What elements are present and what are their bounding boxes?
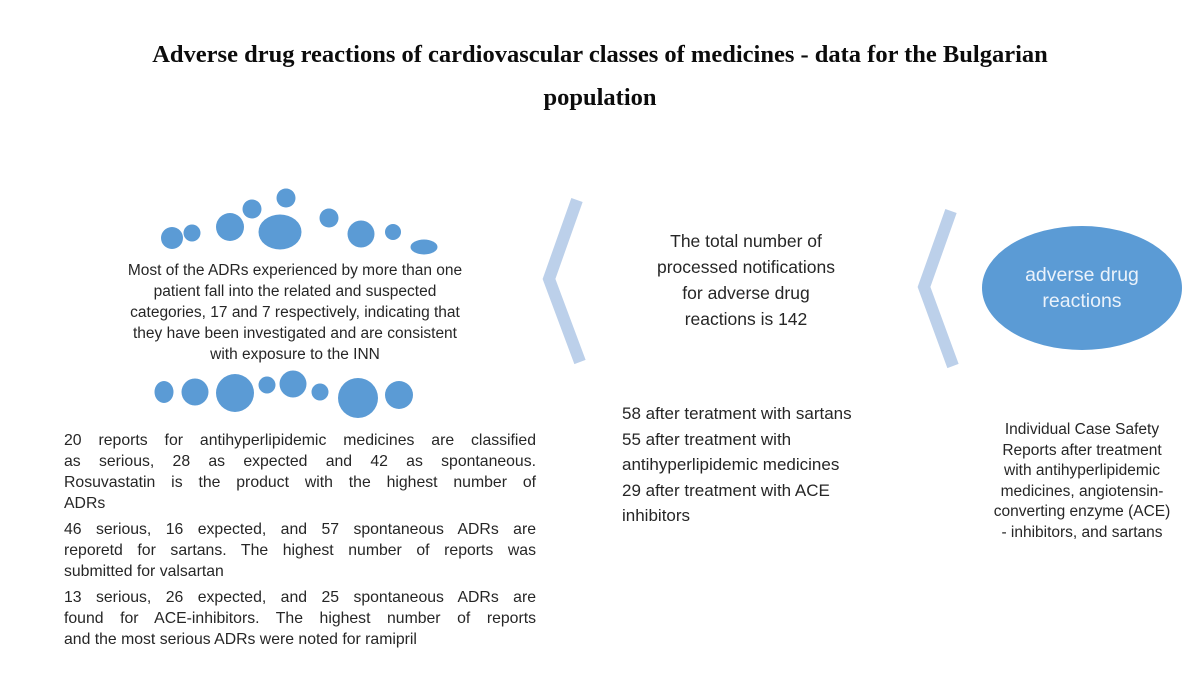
paragraph-line: found for ACE-inhibitors. The highest nu…	[64, 610, 536, 627]
icsr-description: Individual Case Safety Reports after tre…	[993, 421, 1171, 541]
paragraph-line: submitted for valsartan	[64, 563, 224, 580]
treatment-count-item: 29 after treatment with ACE inhibitors	[622, 480, 830, 526]
chevron-right-icon	[917, 208, 959, 369]
treatment-count-item: 58 after teratment with sartans	[622, 404, 852, 423]
total-notifications-text: The total number of processed notificati…	[656, 231, 836, 329]
paragraph-line: 46 serious, 16 expected, and 57 spontane…	[64, 521, 536, 538]
paragraph-line: Rosuvastatin is the product with the hig…	[64, 474, 536, 491]
page-title: Adverse drug reactions of cardiovascular…	[152, 41, 1048, 111]
paragraph-line: 13 serious, 26 expected, and 25 spontane…	[64, 589, 536, 606]
paragraph-line: ADRs	[64, 495, 106, 512]
summary-text: Most of the ADRs experienced by more tha…	[127, 262, 463, 363]
paragraph-line: reporetd for sartans. The highest number…	[64, 542, 536, 559]
bubble-cluster-bottom-icon	[154, 370, 413, 418]
left-paragraphs: 20 reports for antihyperlipidemic medici…	[64, 430, 536, 655]
paragraph-line: 20 reports for antihyperlipidemic medici…	[64, 432, 536, 449]
ellipse-label: adverse drug reactions	[1025, 264, 1139, 312]
adr-paragraph-antihyperlipidemic: 20 reports for antihyperlipidemic medici…	[64, 430, 536, 514]
paragraph-line: as serious, 28 as expected and 42 as spo…	[64, 453, 536, 470]
bubble-cluster-top-icon	[161, 188, 438, 255]
adverse-drug-reactions-ellipse: adverse drug reactions	[982, 226, 1182, 350]
chevron-left-icon	[542, 197, 586, 365]
treatment-counts-list: 58 after teratment with sartans 55 after …	[622, 401, 922, 529]
adr-paragraph-ace-inhibitors: 13 serious, 26 expected, and 25 spontane…	[64, 587, 536, 650]
paragraph-line: and the most serious ADRs were noted for…	[64, 631, 417, 648]
adr-paragraph-sartans: 46 serious, 16 expected, and 57 spontane…	[64, 519, 536, 582]
treatment-count-item: 55 after treatment with antihyperlipidem…	[622, 429, 840, 475]
